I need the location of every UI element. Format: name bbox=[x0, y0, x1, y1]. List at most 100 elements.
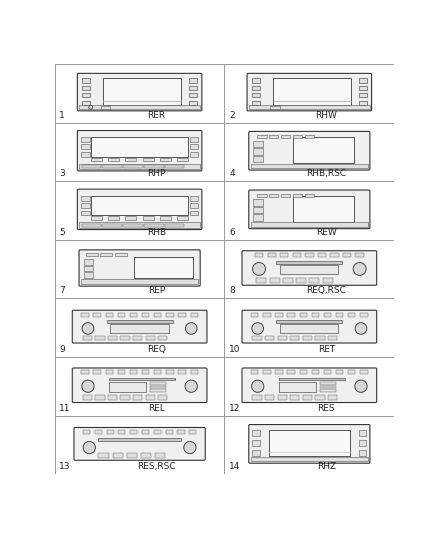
Bar bbox=[102, 224, 122, 227]
Bar bbox=[141, 453, 151, 458]
Bar bbox=[257, 193, 267, 197]
Circle shape bbox=[185, 322, 197, 334]
Bar bbox=[130, 430, 137, 433]
Bar bbox=[120, 336, 130, 341]
Text: 12: 12 bbox=[229, 403, 240, 413]
Text: 7: 7 bbox=[60, 286, 65, 295]
Bar bbox=[300, 312, 307, 317]
Bar bbox=[280, 253, 289, 257]
Bar bbox=[118, 430, 125, 433]
FancyBboxPatch shape bbox=[242, 368, 377, 402]
Bar bbox=[276, 370, 283, 374]
Bar bbox=[300, 370, 307, 374]
Bar bbox=[328, 336, 337, 341]
Bar bbox=[293, 196, 354, 222]
FancyBboxPatch shape bbox=[78, 189, 202, 230]
Bar bbox=[81, 152, 89, 157]
Bar bbox=[108, 395, 117, 400]
Bar bbox=[287, 370, 295, 374]
Bar bbox=[133, 336, 142, 341]
FancyBboxPatch shape bbox=[79, 250, 200, 286]
Bar bbox=[160, 158, 171, 161]
Bar bbox=[125, 158, 136, 161]
Bar bbox=[91, 158, 102, 161]
Bar bbox=[145, 336, 155, 341]
Bar bbox=[84, 272, 93, 278]
Bar bbox=[359, 450, 366, 456]
Bar bbox=[83, 336, 92, 341]
Bar bbox=[142, 370, 149, 374]
Bar bbox=[296, 278, 306, 282]
Bar bbox=[158, 336, 167, 341]
Bar bbox=[280, 265, 339, 274]
Bar bbox=[263, 370, 271, 374]
Bar bbox=[273, 78, 351, 105]
Bar bbox=[191, 370, 198, 374]
Bar bbox=[102, 165, 122, 168]
Bar bbox=[91, 137, 188, 157]
Bar bbox=[189, 86, 197, 90]
Bar bbox=[81, 144, 89, 149]
Bar bbox=[108, 216, 119, 220]
Bar bbox=[79, 222, 200, 228]
Bar bbox=[304, 193, 314, 197]
FancyBboxPatch shape bbox=[78, 131, 202, 171]
Bar bbox=[269, 430, 350, 456]
Bar bbox=[249, 106, 370, 109]
Bar bbox=[95, 336, 105, 341]
Bar bbox=[315, 336, 325, 341]
Bar bbox=[348, 312, 356, 317]
Bar bbox=[108, 336, 117, 341]
Bar bbox=[120, 395, 130, 400]
Bar bbox=[81, 137, 89, 142]
Bar bbox=[144, 224, 164, 227]
Bar bbox=[177, 430, 184, 433]
Bar bbox=[252, 93, 260, 98]
Bar bbox=[324, 312, 331, 317]
Circle shape bbox=[353, 263, 366, 276]
Bar bbox=[93, 370, 101, 374]
Text: 13: 13 bbox=[60, 462, 71, 471]
Bar bbox=[150, 389, 166, 392]
Bar bbox=[305, 253, 314, 257]
Bar bbox=[177, 216, 188, 220]
Bar bbox=[165, 165, 184, 168]
Bar bbox=[109, 382, 146, 392]
Text: 9: 9 bbox=[60, 345, 65, 354]
Bar bbox=[82, 86, 90, 90]
Bar bbox=[252, 440, 260, 446]
Bar bbox=[133, 395, 142, 400]
Bar bbox=[82, 93, 90, 98]
Bar bbox=[255, 253, 263, 257]
Bar bbox=[276, 261, 343, 264]
Bar bbox=[269, 193, 279, 197]
Circle shape bbox=[82, 322, 94, 334]
Bar bbox=[343, 253, 351, 257]
Text: RET: RET bbox=[318, 345, 335, 354]
Bar bbox=[293, 135, 302, 139]
FancyBboxPatch shape bbox=[249, 132, 370, 170]
Bar bbox=[280, 324, 339, 333]
Circle shape bbox=[82, 380, 94, 392]
FancyBboxPatch shape bbox=[72, 368, 207, 402]
Bar bbox=[252, 78, 260, 83]
Bar bbox=[82, 101, 90, 105]
Bar bbox=[154, 430, 161, 433]
Bar bbox=[320, 389, 336, 392]
Bar bbox=[270, 106, 280, 109]
Bar bbox=[254, 199, 263, 206]
Bar bbox=[165, 224, 184, 227]
Bar bbox=[79, 164, 200, 169]
Bar bbox=[359, 93, 367, 98]
Bar bbox=[276, 320, 343, 322]
Text: RHB,RSC: RHB,RSC bbox=[306, 169, 346, 178]
Bar bbox=[91, 196, 188, 215]
Bar bbox=[190, 144, 198, 149]
Text: 6: 6 bbox=[229, 228, 235, 237]
Bar bbox=[81, 211, 89, 215]
FancyBboxPatch shape bbox=[247, 74, 371, 111]
Bar bbox=[312, 312, 319, 317]
Bar bbox=[270, 278, 279, 282]
FancyBboxPatch shape bbox=[249, 425, 370, 463]
Bar bbox=[130, 370, 137, 374]
